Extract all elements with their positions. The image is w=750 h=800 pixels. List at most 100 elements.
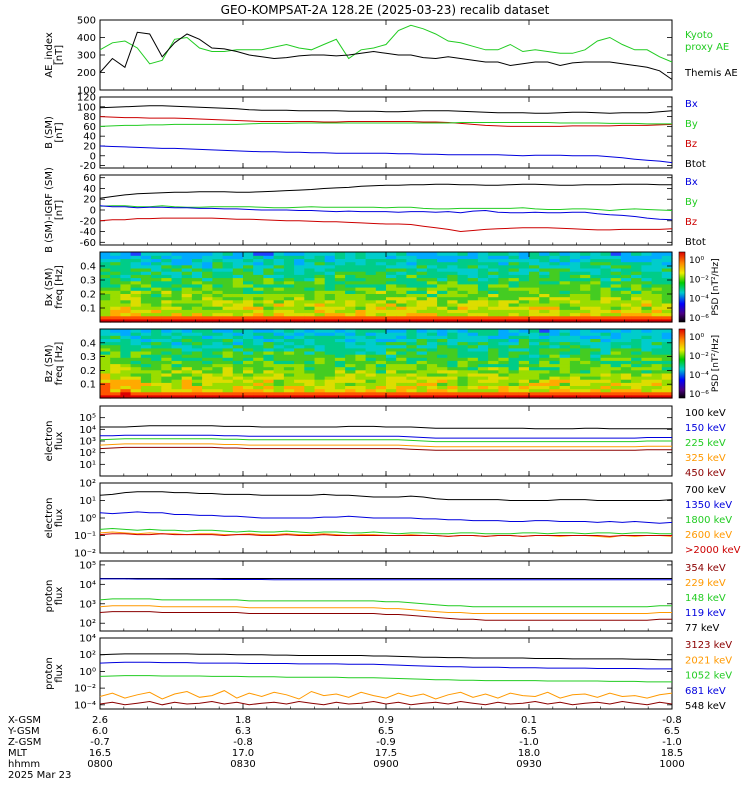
spectrogram-cell: [529, 267, 540, 272]
spectrogram-cell: [477, 344, 489, 349]
spectrogram-cell: [529, 379, 540, 383]
spectrogram-cell: [529, 382, 540, 386]
spectrogram-cell: [437, 357, 448, 361]
spectrogram-cell: [120, 306, 132, 310]
spectrogram-cell: [263, 376, 275, 380]
spectrogram-cell: [610, 385, 622, 390]
spectrogram-cell: [631, 280, 642, 285]
spectrogram-cell: [100, 293, 111, 298]
spectrogram-cell: [304, 379, 316, 383]
y-tick-label: 10⁻²: [74, 684, 96, 695]
spectrogram-cell: [406, 379, 418, 383]
spectrogram-cell: [549, 357, 561, 361]
spectrogram-cell: [324, 357, 336, 361]
legend-entry: 3123 keV: [685, 640, 732, 651]
spectrogram-cell: [631, 252, 642, 256]
spectrogram-cell: [620, 347, 632, 352]
spectrogram-cell: [355, 363, 367, 368]
spectrogram-cell: [641, 296, 653, 301]
spectrogram-cell: [518, 258, 530, 263]
legend-entry: 119 keV: [685, 608, 726, 619]
spectrogram-cell: [620, 287, 632, 291]
spectrogram-cell: [631, 332, 642, 336]
colorbar-label: PSD [nT²/Hz]: [711, 258, 721, 315]
spectrogram-cell: [345, 274, 356, 279]
spectrogram-cell: [559, 296, 571, 301]
spectrogram-cell: [161, 277, 173, 282]
spectrogram-cell: [620, 280, 632, 285]
spectrogram-cell: [488, 280, 499, 285]
spectrogram-cell: [181, 372, 193, 377]
spectrogram-cell: [110, 299, 121, 304]
spectrogram-cell: [273, 287, 285, 291]
spectrogram-cell: [294, 302, 305, 307]
spectrogram-cell: [243, 283, 254, 288]
spectrogram-cell: [375, 391, 387, 396]
spectrogram-cell: [508, 351, 520, 355]
legend-entry: 100 keV: [685, 408, 726, 419]
colorbar-tick-label: 10⁻⁶: [689, 314, 709, 324]
spectrogram-cell: [243, 363, 254, 368]
spectrogram-cell: [518, 296, 530, 301]
spectrogram-cell: [610, 264, 622, 269]
spectrogram-cell: [334, 332, 346, 336]
spectrogram-cell: [498, 379, 510, 383]
spectrogram-cell: [437, 369, 448, 374]
spectrogram-cell: [651, 302, 663, 307]
spectrogram-cell: [467, 363, 479, 368]
spectrogram-cell: [273, 376, 285, 380]
spectrogram-cell: [120, 293, 132, 298]
spectrogram-cell: [386, 302, 397, 307]
spectrogram-cell: [355, 312, 367, 317]
spectrogram-cell: [396, 382, 407, 386]
spectrogram-cell: [243, 360, 254, 365]
spectrogram-cell: [641, 354, 653, 358]
spectrogram-cell: [375, 372, 387, 377]
spectrogram-cell: [304, 318, 316, 323]
spectrogram-cell: [181, 341, 193, 346]
spectrogram-cell: [100, 315, 111, 320]
spectrogram-cell: [110, 379, 121, 383]
spectrogram-cell: [416, 277, 428, 282]
spectrogram-cell: [212, 302, 224, 307]
spectrogram-cell: [314, 338, 326, 343]
spectrogram-cell: [232, 306, 244, 310]
spectrogram-cell: [334, 252, 346, 256]
spectrogram-cell: [253, 287, 264, 291]
spectrogram-cell: [508, 376, 520, 380]
spectrogram-cell: [345, 372, 356, 377]
spectrogram-cell: [508, 357, 520, 361]
spectrogram-cell: [600, 354, 612, 358]
spectrogram-cell: [651, 306, 663, 310]
y-tick-label: 40: [83, 184, 96, 195]
spectrogram-cell: [375, 347, 387, 352]
spectrogram-cell: [222, 388, 234, 393]
spectrogram-cell: [447, 293, 459, 298]
spectrogram-cell: [610, 372, 622, 377]
spectrogram-cell: [212, 347, 224, 352]
spectrogram-cell: [130, 318, 142, 323]
spectrogram-cell: [437, 252, 448, 256]
spectrogram-cell: [314, 267, 326, 272]
spectrogram-cell: [191, 261, 203, 266]
spectrogram-cell: [569, 376, 581, 380]
spectrogram-cell: [641, 309, 653, 314]
spectrogram-cell: [651, 315, 663, 320]
spectrogram-cell: [324, 287, 336, 291]
spectrogram-cell: [304, 290, 316, 294]
spectrogram-cell: [294, 363, 305, 368]
spectrogram-cell: [161, 341, 173, 346]
spectrogram-cell: [508, 252, 520, 256]
spectrogram-cell: [549, 290, 561, 294]
spectrogram-cell: [631, 296, 642, 301]
spectrogram-cell: [140, 369, 152, 374]
spectrogram-cell: [273, 360, 285, 365]
spectrogram-cell: [406, 255, 418, 259]
spectrogram-cell: [529, 318, 540, 323]
spectrogram-cell: [232, 335, 244, 339]
colorbar-tick-label: 10⁻²: [689, 275, 709, 285]
spectrogram-cell: [447, 274, 459, 279]
spectrogram-cell: [222, 271, 234, 275]
spectrogram-cell: [345, 369, 356, 374]
spectrogram-cell: [549, 376, 561, 380]
